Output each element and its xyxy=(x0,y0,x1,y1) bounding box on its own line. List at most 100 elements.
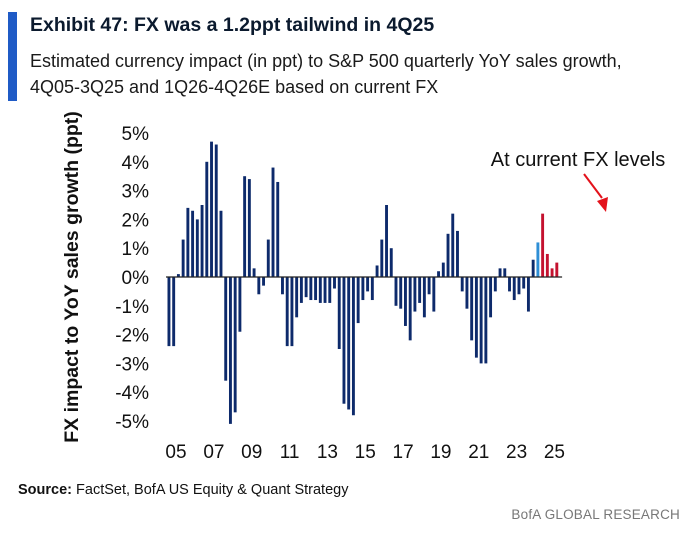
x-tick-label: 13 xyxy=(317,442,338,463)
historical-bar xyxy=(418,277,422,303)
historical-bar xyxy=(512,277,516,301)
source-note: Source: FactSet, BofA US Equity & Quant … xyxy=(18,482,348,498)
historical-bar xyxy=(228,277,232,424)
historical-bar xyxy=(309,277,313,301)
historical-bar xyxy=(375,265,379,277)
historical-bar xyxy=(262,277,265,286)
historical-bar xyxy=(366,277,370,292)
historical-bar xyxy=(522,277,526,289)
historical-bar xyxy=(441,262,445,277)
historical-bar xyxy=(195,219,199,277)
historical-bar xyxy=(508,277,511,292)
historical-bar xyxy=(205,161,209,277)
forecast-bar xyxy=(550,268,554,277)
y-tick-label: -2% xyxy=(115,326,149,347)
historical-bar xyxy=(281,277,284,295)
historical-bar xyxy=(328,277,332,303)
source-text: FactSet, BofA US Equity & Quant Strategy xyxy=(72,482,349,498)
historical-bar xyxy=(517,277,521,295)
historical-bar xyxy=(432,277,436,312)
historical-bar xyxy=(186,207,190,277)
historical-bar xyxy=(219,210,223,277)
y-axis: 5% 4% 3% 2% 1% 0% -1% -2% -3% -4% -5% xyxy=(115,124,149,433)
historical-bar xyxy=(470,277,474,341)
historical-bar xyxy=(200,205,204,277)
x-tick-label: 09 xyxy=(241,442,262,463)
annotation-text: At current FX levels xyxy=(491,149,666,171)
historical-bar xyxy=(323,277,327,303)
x-tick-label: 07 xyxy=(203,442,224,463)
historical-bar xyxy=(266,239,270,277)
historical-bar xyxy=(318,277,322,303)
historical-bar xyxy=(233,277,237,413)
historical-bar xyxy=(238,277,242,332)
historical-bar xyxy=(404,277,407,326)
historical-bar xyxy=(191,210,195,277)
historical-bar xyxy=(214,144,218,277)
historical-bar xyxy=(427,277,431,295)
x-tick-label: 25 xyxy=(544,442,565,463)
accent-bar xyxy=(8,12,17,101)
historical-bar xyxy=(271,167,275,277)
current-quarter-bar xyxy=(536,242,540,277)
historical-bar xyxy=(299,277,303,303)
historical-bar xyxy=(304,277,308,298)
historical-bar xyxy=(408,277,412,341)
historical-bar xyxy=(361,277,365,301)
historical-bar xyxy=(531,259,535,277)
historical-bar xyxy=(399,277,403,309)
historical-bar xyxy=(446,233,450,277)
historical-bar xyxy=(460,277,464,292)
historical-bar xyxy=(389,248,393,277)
historical-bar xyxy=(167,277,171,347)
historical-bar xyxy=(210,141,213,277)
historical-bar xyxy=(394,277,398,306)
historical-bar xyxy=(498,268,502,277)
historical-bar xyxy=(380,239,384,277)
historical-bar xyxy=(413,277,417,312)
historical-bar xyxy=(465,277,469,309)
historical-bar xyxy=(526,277,530,312)
historical-bar xyxy=(456,230,459,277)
historical-bar xyxy=(314,277,318,301)
y-tick-label: 5% xyxy=(122,124,150,145)
historical-bar xyxy=(385,205,388,277)
historical-bar xyxy=(181,239,185,277)
forecast-bar xyxy=(545,253,549,277)
historical-bar xyxy=(224,277,228,381)
historical-bar xyxy=(176,274,180,277)
y-tick-label: 1% xyxy=(122,239,150,260)
y-tick-label: 4% xyxy=(122,153,150,174)
historical-bar xyxy=(243,176,247,277)
historical-bar xyxy=(351,277,355,416)
exhibit-title: Exhibit 47: FX was a 1.2ppt tailwind in … xyxy=(30,14,435,36)
x-tick-label: 05 xyxy=(165,442,186,463)
historical-bar xyxy=(493,277,497,292)
forecast-bar xyxy=(541,213,545,277)
x-tick-label: 15 xyxy=(355,442,376,463)
historical-bar xyxy=(337,277,341,349)
x-tick-label: 17 xyxy=(393,442,414,463)
historical-bar xyxy=(451,213,455,277)
historical-bar xyxy=(489,277,493,318)
x-tick-label: 19 xyxy=(430,442,451,463)
historical-bar xyxy=(347,277,351,410)
bar-series xyxy=(167,141,559,424)
historical-bar xyxy=(474,277,478,358)
x-tick-label: 21 xyxy=(468,442,489,463)
historical-bar xyxy=(479,277,483,364)
historical-bar xyxy=(276,181,280,277)
forecast-bar xyxy=(555,262,559,277)
source-label: Source: xyxy=(18,482,72,498)
y-tick-label: -1% xyxy=(115,297,149,318)
historical-bar xyxy=(333,277,336,289)
y-tick-label: 0% xyxy=(122,268,150,289)
historical-bar xyxy=(503,268,507,277)
y-tick-label: -5% xyxy=(115,412,149,433)
historical-bar xyxy=(172,277,176,347)
historical-bar xyxy=(247,179,251,277)
historical-bar xyxy=(295,277,299,318)
historical-bar xyxy=(252,268,256,277)
x-tick-label: 11 xyxy=(280,442,300,463)
